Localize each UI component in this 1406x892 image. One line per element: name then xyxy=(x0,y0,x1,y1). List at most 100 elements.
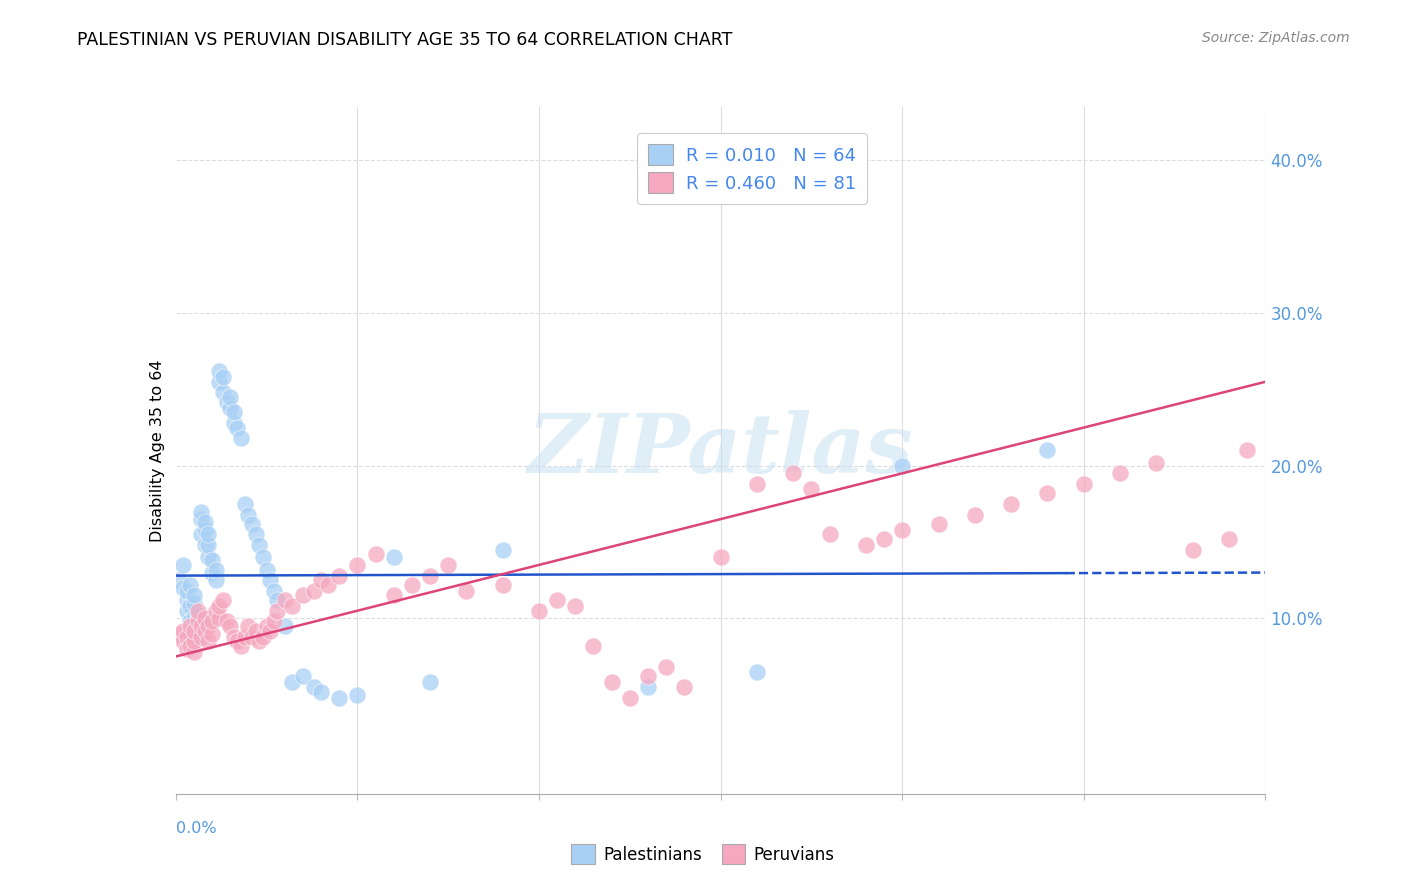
Point xyxy=(233,497,256,511)
Point xyxy=(204,604,226,618)
Point xyxy=(208,364,231,378)
Point xyxy=(186,608,209,623)
Point xyxy=(266,604,288,618)
Point xyxy=(281,675,304,690)
Point xyxy=(226,634,249,648)
Point xyxy=(963,508,986,522)
Point xyxy=(212,385,235,400)
Point xyxy=(328,690,350,705)
Point xyxy=(222,405,245,419)
Point xyxy=(274,593,297,607)
Point xyxy=(291,589,314,603)
Point xyxy=(212,370,235,384)
Point xyxy=(437,558,460,572)
Point xyxy=(256,562,278,576)
Legend: Palestinians, Peruvians: Palestinians, Peruvians xyxy=(565,838,841,871)
Point xyxy=(302,680,325,694)
Point xyxy=(186,624,209,638)
Point xyxy=(1146,456,1168,470)
Point xyxy=(382,589,405,603)
Legend: R = 0.010   N = 64, R = 0.460   N = 81: R = 0.010 N = 64, R = 0.460 N = 81 xyxy=(637,133,866,204)
Point xyxy=(172,634,194,648)
Point xyxy=(201,615,224,629)
Point xyxy=(655,660,678,674)
Point xyxy=(215,394,238,409)
Point xyxy=(176,641,198,656)
Point xyxy=(176,630,198,644)
Point xyxy=(263,583,285,598)
Point xyxy=(818,527,841,541)
Point xyxy=(855,538,877,552)
Point xyxy=(238,508,260,522)
Point xyxy=(259,573,281,587)
Point xyxy=(179,615,201,629)
Point xyxy=(247,634,270,648)
Point xyxy=(382,550,405,565)
Text: PALESTINIAN VS PERUVIAN DISABILITY AGE 35 TO 64 CORRELATION CHART: PALESTINIAN VS PERUVIAN DISABILITY AGE 3… xyxy=(77,31,733,49)
Point xyxy=(291,669,314,683)
Point xyxy=(186,630,209,644)
Point xyxy=(252,550,274,565)
Point xyxy=(190,619,212,633)
Point xyxy=(194,611,217,625)
Point xyxy=(401,578,423,592)
Point xyxy=(183,611,205,625)
Point xyxy=(219,390,242,404)
Point xyxy=(201,553,224,567)
Point xyxy=(186,604,209,618)
Point xyxy=(226,420,249,434)
Point xyxy=(190,527,212,541)
Point xyxy=(201,566,224,580)
Point xyxy=(245,624,267,638)
Point xyxy=(190,504,212,518)
Point xyxy=(1218,532,1240,546)
Point xyxy=(456,583,478,598)
Point xyxy=(274,619,297,633)
Point xyxy=(197,634,219,648)
Point xyxy=(176,593,198,607)
Point xyxy=(302,583,325,598)
Point xyxy=(183,596,205,610)
Point xyxy=(800,482,823,496)
Point xyxy=(179,578,201,592)
Point xyxy=(782,467,804,481)
Point xyxy=(346,558,368,572)
Point xyxy=(492,542,515,557)
Point xyxy=(328,568,350,582)
Text: Source: ZipAtlas.com: Source: ZipAtlas.com xyxy=(1202,31,1350,45)
Y-axis label: Disability Age 35 to 64: Disability Age 35 to 64 xyxy=(149,359,165,541)
Point xyxy=(600,675,623,690)
Point xyxy=(1000,497,1022,511)
Point xyxy=(194,515,217,529)
Point xyxy=(364,547,387,561)
Point xyxy=(222,630,245,644)
Point xyxy=(183,645,205,659)
Point xyxy=(928,516,950,531)
Point xyxy=(309,573,332,587)
Point xyxy=(582,639,605,653)
Point xyxy=(190,630,212,644)
Point xyxy=(169,626,191,640)
Point xyxy=(172,624,194,638)
Point xyxy=(238,619,260,633)
Point xyxy=(197,619,219,633)
Point xyxy=(186,615,209,629)
Point xyxy=(169,573,191,587)
Point xyxy=(183,634,205,648)
Text: ZIPatlas: ZIPatlas xyxy=(527,410,914,491)
Point xyxy=(183,624,205,638)
Point xyxy=(190,512,212,526)
Point xyxy=(346,688,368,702)
Point xyxy=(1073,477,1095,491)
Point xyxy=(212,593,235,607)
Point xyxy=(208,611,231,625)
Point xyxy=(1036,443,1059,458)
Point xyxy=(263,615,285,629)
Point xyxy=(266,593,288,607)
Point xyxy=(564,599,586,614)
Point xyxy=(419,568,441,582)
Point xyxy=(194,538,217,552)
Point xyxy=(527,604,550,618)
Point xyxy=(179,599,201,614)
Point xyxy=(222,416,245,430)
